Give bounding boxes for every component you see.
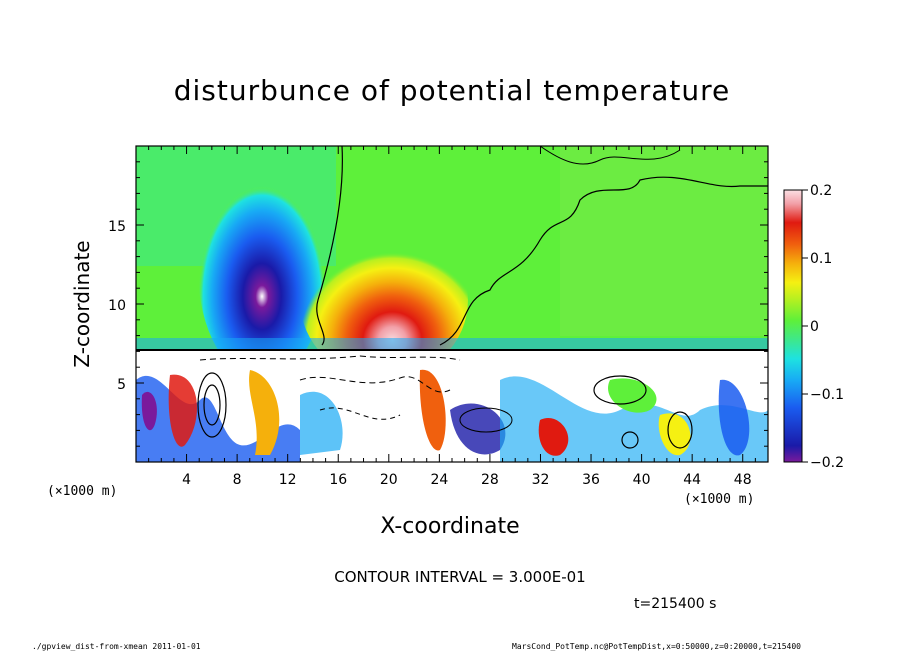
- contour-loop-3: [593, 375, 647, 405]
- inversion-band: [136, 338, 768, 352]
- contour-loop-1: [197, 372, 227, 438]
- x-tick-label: 44: [683, 472, 701, 488]
- time-label: t=215400 s: [634, 596, 717, 612]
- footer-right: MarsCond_PotTemp.nc@PotTempDist,x=0:5000…: [512, 642, 801, 651]
- contour-loop-6: [459, 407, 513, 433]
- y-tick-label: 15: [108, 219, 126, 235]
- x-tick-label: 16: [329, 472, 347, 488]
- contour-interval-text: CONTOUR INTERVAL = 3.000E-01: [334, 568, 586, 586]
- lower-blob-3: [168, 374, 197, 447]
- contour-dashed-3: [319, 407, 401, 420]
- colorbar-tick-label: −0.2: [810, 455, 844, 471]
- contour-loop-5: [621, 431, 639, 449]
- lower-blob-11: [658, 413, 691, 456]
- z-unit-label: (×1000 m): [47, 484, 118, 499]
- colorbar: [783, 189, 803, 463]
- lower-blob-9: [538, 418, 569, 456]
- colorbar-tick-label: 0.2: [810, 183, 832, 199]
- x-axis-label: X-coordinate: [380, 514, 520, 539]
- lower-blob-6: [419, 369, 446, 451]
- contour-loop-2: [203, 384, 221, 426]
- y-tick-label: 10: [108, 298, 126, 314]
- x-tick-label: 20: [380, 472, 398, 488]
- x-tick-label: 28: [481, 472, 499, 488]
- footer-left: ./gpview_dist-from-xmean 2011-01-01: [32, 642, 201, 651]
- x-unit-label: (×1000 m): [684, 492, 755, 507]
- axis-ticks: 4 8 12 16 20 24 28 32 36 40 44 48510150.20.10−0.1−0…: [108, 145, 844, 488]
- colorbar-tick-label: −0.1: [810, 387, 844, 403]
- colorbar-tick-label: 0: [810, 319, 819, 335]
- cold-anomaly: [198, 160, 326, 380]
- contour-loop-4: [667, 411, 693, 449]
- x-tick-label: 40: [633, 472, 651, 488]
- heatmap-field: [136, 146, 768, 462]
- x-tick-label: 4: [182, 472, 191, 488]
- lower-blob-4: [249, 370, 280, 455]
- lower-blob-2: [141, 391, 157, 431]
- colorbar-tick-label: 0.1: [810, 251, 832, 267]
- lower-blob-12: [718, 379, 750, 456]
- x-tick-label: 32: [532, 472, 550, 488]
- lower-blob-7: [450, 403, 506, 455]
- x-tick-label: 12: [279, 472, 297, 488]
- chart-title: disturbunce of potential temperature: [173, 74, 731, 107]
- x-tick-label: 8: [233, 472, 242, 488]
- x-tick-label: 48: [734, 472, 752, 488]
- x-tick-label: 36: [582, 472, 600, 488]
- contour-zero-right: [439, 176, 768, 346]
- y-tick-label: 5: [117, 377, 126, 393]
- field-upper-right: [560, 146, 768, 336]
- contour-dashed-2: [299, 376, 451, 393]
- x-tick-label: 24: [430, 472, 448, 488]
- contour-top: [539, 146, 681, 165]
- contour-zero-left: [316, 146, 343, 346]
